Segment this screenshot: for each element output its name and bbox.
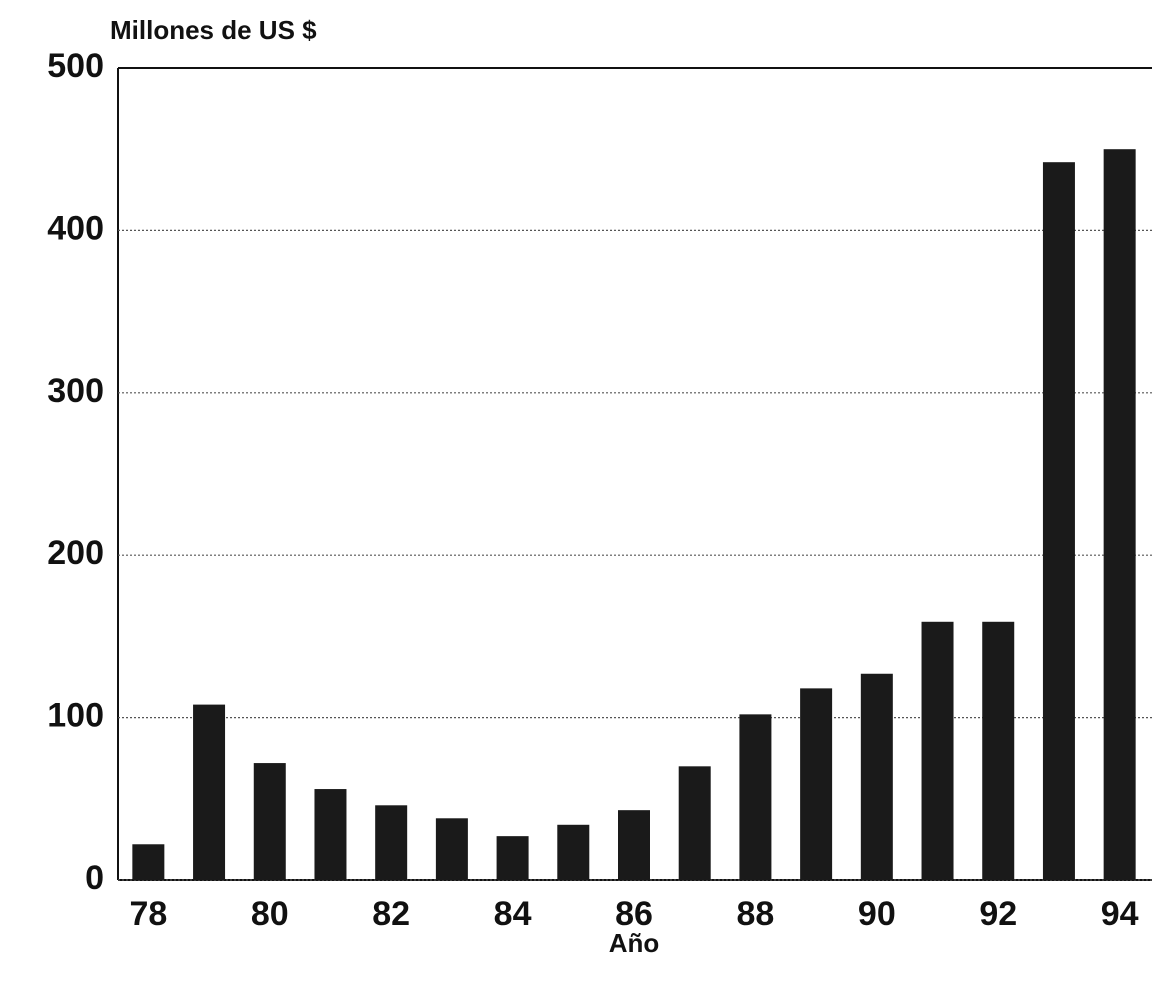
x-tick-label: 94 [1101,895,1139,933]
x-tick-label: 86 [615,895,653,933]
y-tick-label: 200 [47,534,104,572]
x-tick-label: 88 [736,895,774,933]
bar [1042,162,1075,880]
bar [982,621,1015,880]
bar [860,673,893,880]
bar [314,789,347,880]
bar [193,704,226,880]
y-tick-label: 100 [47,697,104,735]
bar [132,844,165,880]
x-tick-label: 84 [494,895,532,933]
x-tick-label: 80 [251,895,289,933]
x-tick-label: 78 [129,895,167,933]
x-axis-label: Año [609,928,660,958]
y-axis-label: Millones de US $ [110,15,317,45]
x-tick-label: 92 [979,895,1017,933]
bar [921,621,954,880]
bar [557,824,590,880]
y-tick-label: 400 [47,209,104,247]
bar [739,714,772,880]
bar [435,818,468,880]
bar [1103,149,1136,880]
bar [496,836,529,880]
x-tick-label: 90 [858,895,896,933]
x-tick-label: 82 [372,895,410,933]
bar [678,766,711,880]
bar [375,805,408,880]
y-tick-label: 300 [47,372,104,410]
y-tick-label: 0 [85,859,104,897]
bar [800,688,833,880]
bar [618,810,650,880]
bar [253,763,286,880]
y-tick-label: 500 [47,47,104,85]
